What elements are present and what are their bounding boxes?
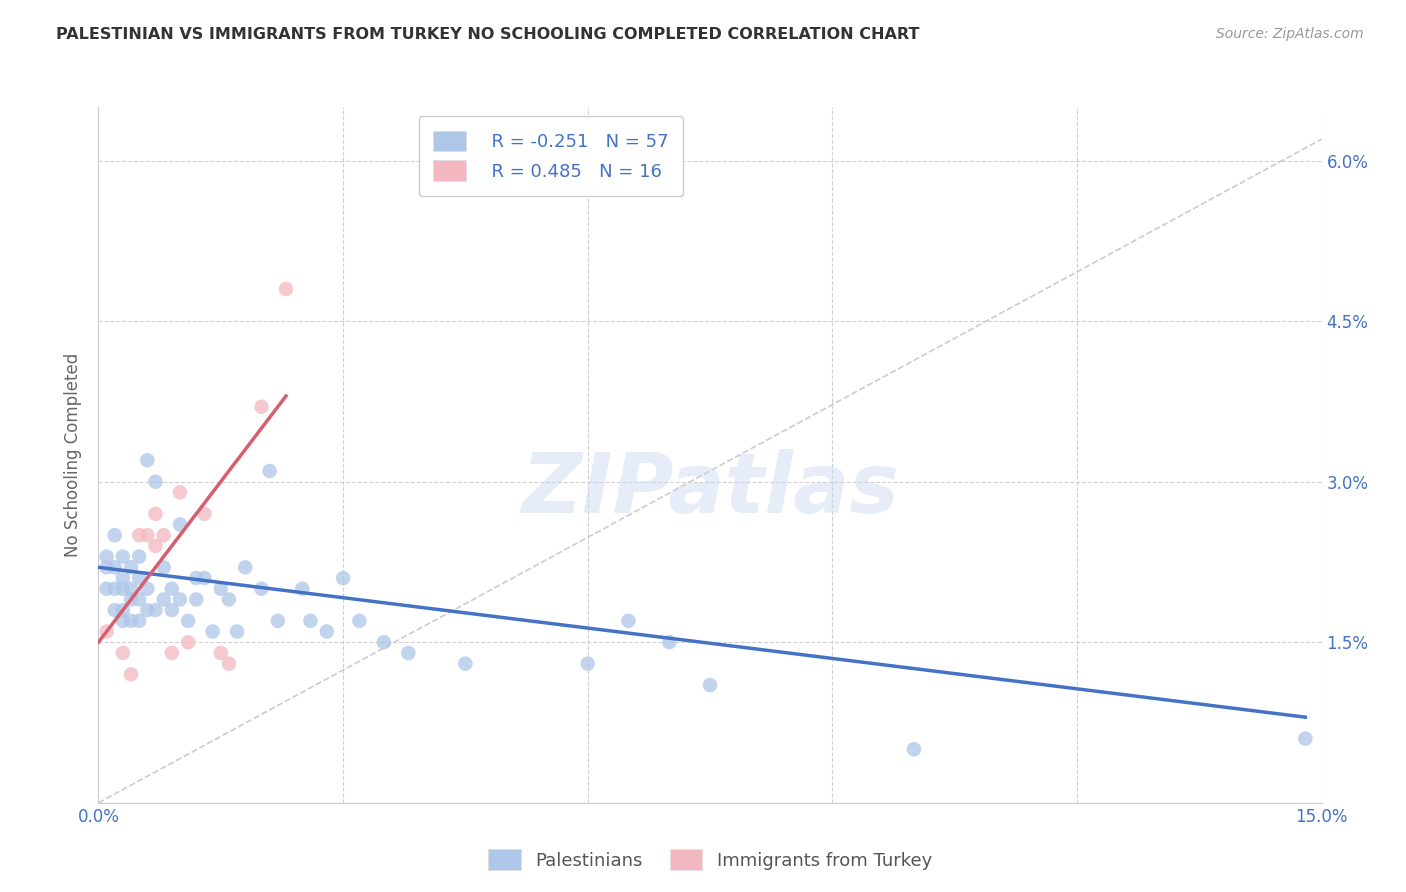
Point	[120, 592, 142, 607]
Point	[111, 603, 134, 617]
Point	[169, 485, 191, 500]
Point	[201, 624, 224, 639]
Point	[299, 614, 322, 628]
Point	[120, 667, 142, 681]
Point	[259, 464, 281, 478]
Point	[104, 528, 127, 542]
Point	[128, 571, 150, 585]
Point	[128, 528, 150, 542]
Legend: Palestinians, Immigrants from Turkey: Palestinians, Immigrants from Turkey	[481, 842, 939, 877]
Point	[128, 549, 150, 564]
Point	[699, 678, 721, 692]
Point	[233, 560, 256, 574]
Point	[120, 560, 142, 574]
Point	[576, 657, 599, 671]
Point	[104, 582, 127, 596]
Point	[454, 657, 477, 671]
Point	[160, 603, 183, 617]
Point	[1294, 731, 1316, 746]
Point	[658, 635, 681, 649]
Point	[332, 571, 354, 585]
Point	[209, 582, 232, 596]
Point	[111, 571, 134, 585]
Point	[96, 624, 118, 639]
Point	[250, 400, 273, 414]
Point	[226, 624, 249, 639]
Point	[136, 582, 159, 596]
Point	[111, 582, 134, 596]
Point	[169, 517, 191, 532]
Point	[120, 582, 142, 596]
Text: Source: ZipAtlas.com: Source: ZipAtlas.com	[1216, 27, 1364, 41]
Point	[186, 592, 208, 607]
Point	[267, 614, 290, 628]
Point	[152, 560, 174, 574]
Point	[152, 528, 174, 542]
Point	[186, 571, 208, 585]
Point	[96, 560, 118, 574]
Point	[136, 453, 159, 467]
Point	[120, 614, 142, 628]
Point	[136, 603, 159, 617]
Point	[128, 592, 150, 607]
Point	[177, 635, 200, 649]
Point	[104, 603, 127, 617]
Point	[160, 646, 183, 660]
Point	[145, 603, 167, 617]
Point	[373, 635, 395, 649]
Point	[291, 582, 314, 596]
Point	[250, 582, 273, 596]
Point	[209, 646, 232, 660]
Point	[96, 549, 118, 564]
Point	[274, 282, 297, 296]
Point	[396, 646, 419, 660]
Point	[152, 592, 174, 607]
Point	[193, 507, 215, 521]
Point	[160, 582, 183, 596]
Point	[145, 507, 167, 521]
Point	[136, 528, 159, 542]
Point	[104, 560, 127, 574]
Text: ZIPatlas: ZIPatlas	[522, 450, 898, 530]
Point	[193, 571, 215, 585]
Point	[903, 742, 925, 756]
Point	[218, 592, 240, 607]
Point	[128, 614, 150, 628]
Text: PALESTINIAN VS IMMIGRANTS FROM TURKEY NO SCHOOLING COMPLETED CORRELATION CHART: PALESTINIAN VS IMMIGRANTS FROM TURKEY NO…	[56, 27, 920, 42]
Point	[617, 614, 640, 628]
Point	[218, 657, 240, 671]
Point	[169, 592, 191, 607]
Point	[111, 549, 134, 564]
Point	[145, 539, 167, 553]
Point	[96, 582, 118, 596]
Y-axis label: No Schooling Completed: No Schooling Completed	[65, 353, 83, 557]
Point	[315, 624, 337, 639]
Point	[145, 475, 167, 489]
Point	[111, 646, 134, 660]
Point	[177, 614, 200, 628]
Point	[349, 614, 371, 628]
Point	[111, 614, 134, 628]
